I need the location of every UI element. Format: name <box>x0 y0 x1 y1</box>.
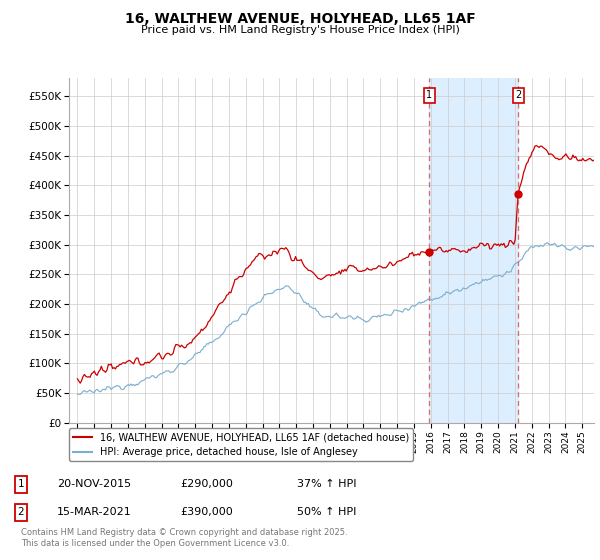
Text: Price paid vs. HM Land Registry's House Price Index (HPI): Price paid vs. HM Land Registry's House … <box>140 25 460 35</box>
Text: £290,000: £290,000 <box>180 479 233 489</box>
Legend: 16, WALTHEW AVENUE, HOLYHEAD, LL65 1AF (detached house), HPI: Average price, det: 16, WALTHEW AVENUE, HOLYHEAD, LL65 1AF (… <box>69 428 413 461</box>
Text: 2: 2 <box>17 507 25 517</box>
Text: £390,000: £390,000 <box>180 507 233 517</box>
Text: 20-NOV-2015: 20-NOV-2015 <box>57 479 131 489</box>
Text: 15-MAR-2021: 15-MAR-2021 <box>57 507 132 517</box>
Bar <box>429 78 518 423</box>
Text: 37% ↑ HPI: 37% ↑ HPI <box>297 479 356 489</box>
Text: 16, WALTHEW AVENUE, HOLYHEAD, LL65 1AF: 16, WALTHEW AVENUE, HOLYHEAD, LL65 1AF <box>125 12 475 26</box>
Text: 1: 1 <box>17 479 25 489</box>
Text: Contains HM Land Registry data © Crown copyright and database right 2025.
This d: Contains HM Land Registry data © Crown c… <box>21 528 347 548</box>
Text: 2: 2 <box>515 91 521 100</box>
Text: 50% ↑ HPI: 50% ↑ HPI <box>297 507 356 517</box>
Text: 1: 1 <box>426 91 432 100</box>
